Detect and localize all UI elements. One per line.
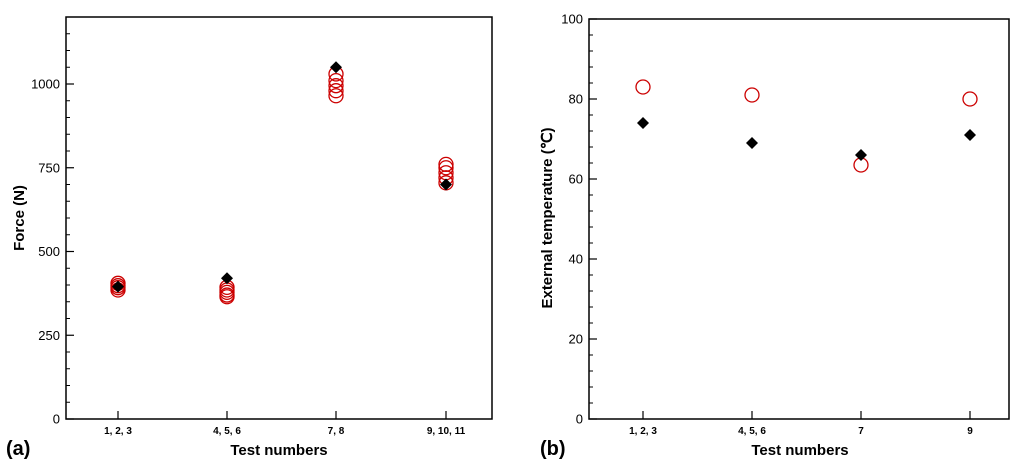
data-point-diamond	[964, 129, 976, 141]
x-tick-label: 4, 5, 6	[213, 426, 241, 437]
x-axis-label-a: Test numbers	[230, 442, 327, 459]
data-points-b	[635, 79, 978, 173]
data-point-circle	[328, 88, 344, 104]
data-point-diamond	[746, 137, 758, 149]
y-tick-label: 1000	[31, 77, 60, 92]
y-tick-label: 500	[38, 244, 60, 259]
data-point-diamond	[221, 272, 233, 285]
data-point-circle	[328, 83, 344, 99]
data-point-circle	[438, 156, 454, 173]
y-tick-label: 750	[38, 160, 60, 175]
y-ticks-a: 0 250 500 750 1000	[31, 33, 74, 427]
y-tick-label: 100	[561, 12, 583, 27]
x-tick-label: 4, 5, 6	[738, 426, 766, 437]
data-point-diamond	[440, 178, 452, 191]
data-point-diamond	[330, 61, 342, 74]
y-tick-label: 60	[569, 172, 583, 187]
x-tick-label: 9, 10, 11	[427, 426, 466, 437]
x-tick-label: 7	[858, 426, 864, 437]
y-axis-label-b: External temperature (℃)	[539, 127, 556, 308]
data-point-circle	[219, 289, 235, 305]
y-tick-label: 0	[53, 412, 60, 427]
data-point-circle	[328, 73, 344, 89]
x-tick-label: 7, 8	[328, 426, 345, 437]
x-axis-label-b: Test numbers	[751, 442, 848, 459]
y-ticks-b: 0 20 40 60 80 100	[561, 12, 597, 427]
y-tick-label: 250	[38, 328, 60, 343]
y-tick-label: 40	[569, 252, 583, 267]
data-point-diamond	[855, 149, 867, 161]
x-tick-label: 9	[967, 426, 973, 437]
data-point-circle	[328, 78, 344, 94]
x-tick-label: 1, 2, 3	[104, 426, 132, 437]
data-point-circle	[438, 160, 454, 176]
x-ticks-b: 1, 2, 3 4, 5, 6 7 9	[629, 411, 973, 437]
panel-b: 0 20 40 60 80 100 1, 2, 3 4, 5, 6 7 9 Test numbe…	[539, 12, 1010, 460]
x-tick-label: 1, 2, 3	[629, 426, 657, 437]
x-ticks-a: 1, 2, 3 4, 5, 6 7, 8 9, 10, 11	[104, 411, 466, 437]
y-tick-label: 80	[569, 92, 583, 107]
data-point-diamond	[637, 117, 649, 129]
y-axis-label-a: Force (N)	[11, 185, 28, 251]
plot-frame-b	[588, 18, 1010, 420]
data-point-circle	[635, 79, 651, 95]
data-points-a	[110, 61, 454, 305]
panel-label-a: (a)	[6, 438, 30, 459]
panel-label-b: (b)	[540, 438, 566, 459]
y-tick-label: 20	[569, 332, 583, 347]
y-tick-label: 0	[576, 412, 583, 427]
data-point-diamond	[112, 280, 124, 293]
plot-frame-a	[65, 16, 493, 420]
panel-a: 0 250 500 750 1000 1, 2, 3 4, 5, 6 7, 8 9, 10, …	[6, 16, 493, 460]
data-point-circle	[744, 87, 760, 103]
data-point-circle	[962, 91, 978, 107]
